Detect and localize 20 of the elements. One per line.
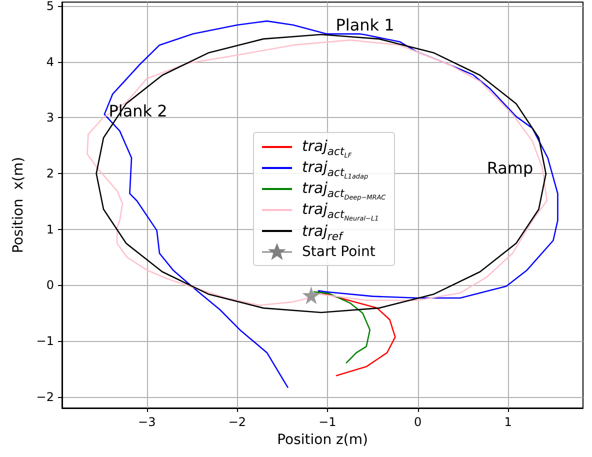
y-tick-label: 4 — [46, 54, 54, 69]
x-tick-label: 0 — [414, 415, 422, 429]
x-axis-title: Position z(m) — [277, 432, 368, 448]
annotation: Ramp — [486, 158, 534, 178]
y-tick-label: 5 — [46, 0, 54, 13]
y-axis-title: Position x(m) — [10, 156, 26, 254]
x-tick-label: −1 — [318, 415, 336, 429]
y-tick-label: −1 — [36, 334, 54, 348]
legend-label: Start Point — [302, 244, 376, 260]
y-tick-label: 0 — [46, 278, 54, 292]
y-tick-label: 3 — [46, 110, 54, 125]
x-tick-label: −3 — [138, 415, 156, 429]
y-tick-label: −2 — [36, 390, 54, 404]
y-tick-label: 1 — [46, 222, 54, 236]
legend-label: traj$_{ref}$ — [302, 222, 342, 242]
y-tick-label: 2 — [46, 166, 54, 180]
x-tick-label: −2 — [228, 415, 246, 429]
x-tick-label: 1 — [504, 415, 512, 429]
annotation: Plank 1 — [336, 16, 394, 34]
line-series — [104, 20, 558, 388]
